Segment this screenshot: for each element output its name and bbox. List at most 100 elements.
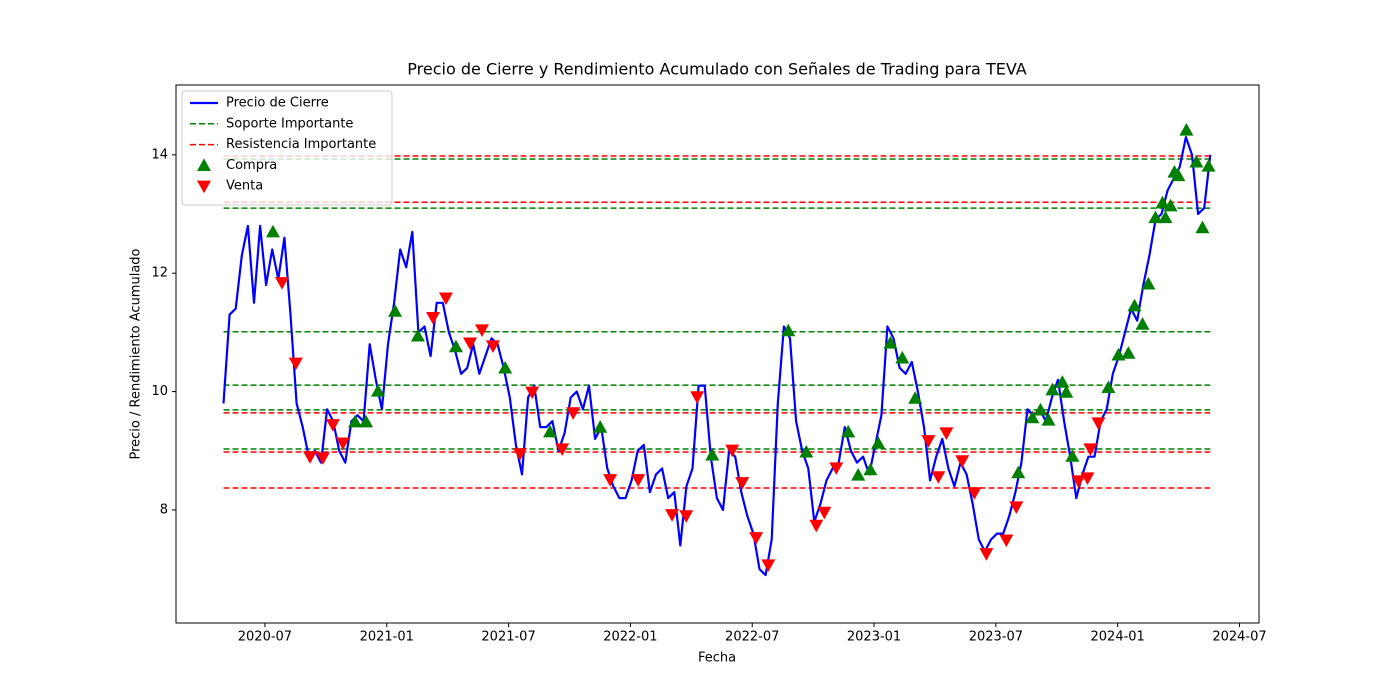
buy-marker [705, 447, 720, 461]
sell-marker [665, 509, 680, 522]
x-tick-label: 2020-07 [238, 630, 292, 645]
buy-marker [1025, 410, 1040, 424]
buy-marker [799, 444, 814, 458]
x-tick-label: 2024-07 [1212, 630, 1266, 645]
buy-marker [388, 304, 403, 317]
legend-label: Precio de Cierre [226, 96, 329, 111]
buy-marker [1111, 347, 1126, 361]
sell-marker [475, 324, 490, 338]
legend-label: Resistencia Importante [226, 137, 376, 152]
buy-marker [348, 414, 363, 428]
buy-marker [908, 391, 923, 404]
sell-marker [525, 386, 540, 400]
sell-marker [979, 548, 994, 561]
sell-marker [1080, 472, 1095, 485]
sell-marker [1083, 443, 1098, 456]
sell-marker [315, 452, 330, 465]
axes-frame [175, 84, 1260, 624]
x-tick-label: 2023-01 [847, 630, 901, 645]
sell-marker [809, 519, 824, 533]
buy-marker [359, 414, 374, 428]
sell-marker [690, 391, 705, 404]
buy-marker [1059, 385, 1074, 398]
buy-marker [1011, 465, 1026, 479]
sell-marker [749, 532, 764, 545]
sell-marker [931, 471, 946, 484]
buy-marker [1065, 449, 1080, 462]
buy-marker [1201, 159, 1216, 172]
buy-marker [841, 424, 856, 438]
legend: Precio de Cierre Soporte Importante Resist… [181, 90, 393, 206]
buy-marker [448, 339, 463, 353]
buy-marker [1135, 317, 1150, 330]
buy-marker [781, 323, 796, 337]
x-tick-label: 2021-07 [481, 630, 535, 645]
sell-marker [513, 448, 528, 461]
x-axis-label: Fecha [698, 651, 736, 666]
buy-marker [498, 360, 513, 374]
sell-marker [603, 474, 618, 487]
buy-marker [593, 420, 608, 433]
x-tick-label: 2023-07 [969, 630, 1023, 645]
buy-marker [1179, 122, 1194, 136]
sell-marker [631, 474, 646, 487]
sell-marker [335, 437, 350, 451]
buy-marker [1121, 346, 1136, 359]
sell-marker [735, 477, 750, 490]
sell-marker [288, 357, 303, 371]
sell-marker [1009, 501, 1024, 514]
buy-marker [1033, 402, 1048, 416]
buy-marker [1055, 375, 1070, 388]
buy-marker [1148, 210, 1163, 224]
buy-marker [1158, 210, 1173, 224]
sell-marker [274, 277, 289, 290]
buy-marker [1195, 220, 1210, 234]
y-axis-label: Precio / Rendimiento Acumulado [129, 248, 144, 459]
buy-marker [1127, 298, 1142, 312]
buy-marker [265, 224, 280, 238]
buy-marker [1101, 380, 1116, 394]
sell-marker [967, 487, 982, 500]
sell-marker [438, 292, 453, 306]
sell-marker [303, 451, 318, 464]
x-tick-label: 2022-01 [603, 630, 657, 645]
buy-marker [542, 424, 557, 438]
buy-marker [410, 328, 425, 342]
x-tick-label: 2024-01 [1091, 630, 1145, 645]
buy-marker [1041, 412, 1056, 426]
sell-marker [761, 559, 776, 572]
x-tick-label: 2021-01 [360, 630, 414, 645]
buy-marker [1045, 382, 1060, 396]
sell-marker [939, 427, 954, 441]
buy-marker [1171, 168, 1186, 182]
chart-title: Precio de Cierre y Rendimiento Acumulado… [407, 60, 1026, 79]
buy-marker [1141, 276, 1156, 290]
sell-marker [829, 462, 844, 475]
legend-box [181, 90, 393, 206]
sell-marker [999, 534, 1014, 548]
sell-marker [679, 510, 694, 523]
sell-marker [485, 340, 500, 354]
sell-marker [955, 455, 970, 468]
sell-marker [725, 444, 740, 458]
buy-marker [871, 436, 886, 449]
sell-marker [921, 435, 936, 448]
y-tick-label: 12 [151, 266, 168, 281]
sell-marker [817, 506, 832, 520]
sell-marker [1091, 417, 1106, 430]
y-tick-label: 14 [151, 147, 168, 162]
y-tick-label: 8 [160, 502, 168, 517]
buy-marker [370, 383, 385, 397]
legend-label: Compra [226, 158, 277, 173]
legend-label: Soporte Importante [226, 116, 353, 131]
buy-marker [1163, 198, 1178, 212]
plot-area [222, 122, 1216, 577]
buy-marker [863, 462, 878, 476]
sell-marker [555, 443, 570, 456]
buy-marker [1155, 195, 1170, 209]
legend-swatch [197, 180, 211, 194]
y-tick-label: 10 [151, 384, 168, 399]
legend-label: Venta [226, 179, 263, 194]
sell-marker [426, 312, 441, 325]
buy-marker [851, 468, 866, 481]
